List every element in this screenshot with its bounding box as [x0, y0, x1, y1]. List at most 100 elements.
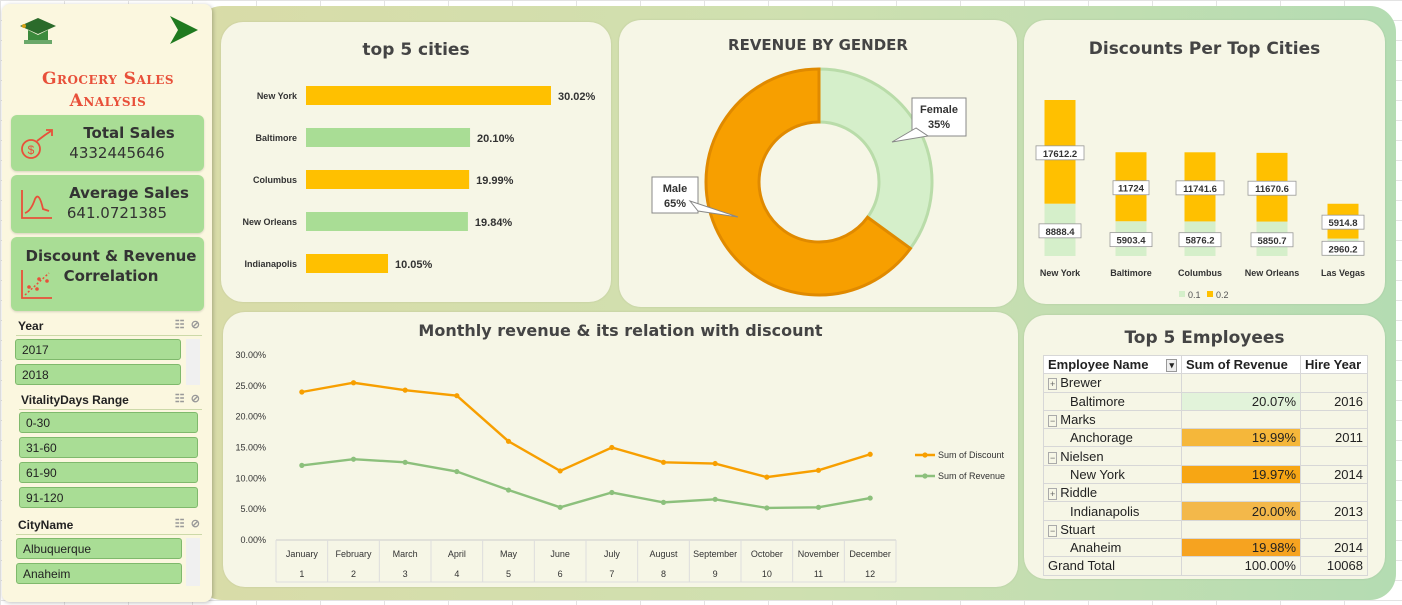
- data-point[interactable]: [454, 468, 460, 475]
- employee-city: Anchorage: [1043, 428, 1182, 448]
- app-title: Grocery Sales Analysis: [41, 69, 175, 111]
- slicer-item-city[interactable]: Albuquerque: [16, 538, 182, 559]
- employee-city-row: New York 19.97% 2014: [1043, 464, 1368, 485]
- pie-slice[interactable]: [817, 67, 934, 251]
- data-point[interactable]: [764, 505, 770, 511]
- employee-hire-year: 2014: [1300, 537, 1368, 558]
- slicer-scrollbar[interactable]: [186, 538, 200, 586]
- slicer-header-vitality: VitalityDays Range ☷ ⊘: [19, 390, 202, 410]
- employee-hire-year: 2014: [1300, 464, 1368, 485]
- employee-revenue: 20.00%: [1181, 501, 1301, 521]
- data-point[interactable]: [299, 389, 305, 395]
- data-point[interactable]: [712, 460, 718, 467]
- expand-icon[interactable]: +: [1048, 488, 1058, 501]
- category-label: Indianapolis: [244, 259, 297, 269]
- multi-select-icon[interactable]: ☷: [174, 518, 185, 530]
- employee-city: Indianapolis: [1043, 501, 1182, 521]
- slicer-item-vitality[interactable]: 0-30: [19, 412, 198, 433]
- bar[interactable]: [306, 212, 468, 231]
- y-tick-label: 0.00%: [240, 535, 266, 545]
- data-point[interactable]: [609, 444, 615, 451]
- employees-pivot-table: Employee Name ▾ Sum of Revenue Hire Year …: [1043, 354, 1368, 576]
- bar[interactable]: [306, 128, 471, 147]
- slicer-header-city: CityName ☷ ⊘: [16, 515, 202, 535]
- clear-filter-icon[interactable]: ⊘: [190, 518, 200, 530]
- data-point[interactable]: [299, 462, 305, 468]
- slicer-scrollbar[interactable]: [186, 339, 200, 385]
- data-point[interactable]: [350, 456, 357, 462]
- forward-arrow-icon[interactable]: [166, 12, 202, 48]
- clear-filter-icon[interactable]: ⊘: [190, 319, 200, 331]
- data-point[interactable]: [867, 495, 873, 501]
- data-point[interactable]: [402, 387, 408, 393]
- data-label: 20.10%: [477, 133, 515, 145]
- legend-label: Sum of Revenue: [938, 471, 1005, 481]
- bar[interactable]: [306, 254, 389, 273]
- slicer-item-city[interactable]: Anaheim: [16, 563, 182, 584]
- data-point[interactable]: [815, 504, 822, 510]
- svg-text:2960.2: 2960.2: [1328, 244, 1357, 255]
- data-point[interactable]: [764, 474, 770, 480]
- collapse-icon[interactable]: −: [1048, 451, 1058, 464]
- collapse-icon[interactable]: −: [1048, 415, 1058, 428]
- data-point[interactable]: [609, 489, 615, 496]
- data-label: 8888.4: [1038, 223, 1082, 239]
- category-label: New Orleans: [242, 217, 297, 227]
- clear-filter-icon[interactable]: ⊘: [190, 393, 200, 405]
- panel-discounts: Discounts Per Top Cities 8888.4 17612.2 Ne…: [1024, 20, 1385, 304]
- multi-select-icon[interactable]: ☷: [174, 393, 185, 405]
- collapse-icon[interactable]: −: [1048, 524, 1058, 537]
- total-year: 10068: [1300, 556, 1368, 576]
- kpi-label: Discount & Revenue Correlation: [25, 247, 197, 285]
- data-point[interactable]: [505, 487, 512, 493]
- employee-city-row: Anaheim 19.98% 2014: [1043, 537, 1368, 558]
- slicer-item-vitality[interactable]: 91-120: [19, 487, 198, 508]
- data-point[interactable]: [815, 467, 822, 473]
- y-tick-label: 10.00%: [235, 473, 266, 483]
- dollar-growth-icon: $: [21, 129, 53, 159]
- data-point[interactable]: [557, 504, 563, 510]
- employee-city-row: Anchorage 19.99% 2011: [1043, 428, 1368, 448]
- employee-city: New York: [1043, 464, 1182, 485]
- bar[interactable]: [306, 86, 551, 105]
- slicer-label: CityName: [18, 518, 74, 532]
- kpi-label: Total Sales: [83, 124, 175, 142]
- x-tick-label: July: [604, 549, 621, 559]
- callout-value: 65%: [664, 198, 686, 210]
- data-label: 5850.7: [1250, 232, 1294, 248]
- series-line[interactable]: [301, 458, 871, 510]
- data-point[interactable]: [505, 438, 512, 444]
- y-tick-label: 20.00%: [235, 412, 266, 422]
- data-point[interactable]: [350, 380, 357, 386]
- data-point[interactable]: [454, 393, 460, 399]
- employee-revenue: 19.97%: [1181, 464, 1301, 485]
- slicer-item-vitality[interactable]: 61-90: [19, 462, 198, 483]
- data-point[interactable]: [660, 499, 667, 505]
- data-label: 11724: [1112, 180, 1150, 196]
- data-point[interactable]: [402, 459, 408, 465]
- slicer-item-vitality[interactable]: 31-60: [19, 437, 198, 458]
- kpi-total-sales: $ Total Sales 4332445646: [11, 115, 204, 171]
- x-tick-label: May: [500, 549, 518, 559]
- svg-text:$: $: [28, 143, 35, 157]
- pie-slice[interactable]: [704, 67, 913, 297]
- data-point[interactable]: [557, 468, 563, 474]
- kpi-average-sales: Average Sales 641.0721385: [11, 175, 204, 233]
- x-tick-label: November: [798, 549, 840, 559]
- kpi-value: 641.0721385: [66, 204, 168, 222]
- bar[interactable]: [306, 170, 470, 189]
- x-tick-label: October: [751, 549, 783, 559]
- expand-icon[interactable]: +: [1048, 378, 1058, 391]
- data-point[interactable]: [867, 451, 873, 457]
- series-line[interactable]: [301, 381, 871, 479]
- employee-revenue: 20.07%: [1181, 391, 1301, 411]
- data-point[interactable]: [660, 459, 667, 465]
- total-revenue: 100.00%: [1181, 556, 1301, 576]
- x-tick-number: 1: [299, 569, 304, 579]
- filter-dropdown-icon[interactable]: ▾: [1166, 359, 1177, 373]
- x-tick-label: September: [693, 549, 737, 559]
- slicer-item-year[interactable]: 2018: [15, 364, 181, 385]
- slicer-item-year[interactable]: 2017: [15, 339, 181, 360]
- data-point[interactable]: [712, 496, 718, 502]
- multi-select-icon[interactable]: ☷: [174, 319, 185, 331]
